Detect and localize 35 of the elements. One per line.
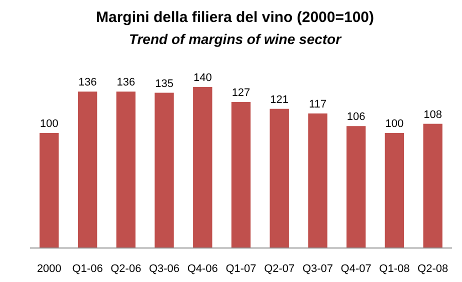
x-tick-label: Q3-06 — [148, 263, 180, 275]
data-label: 140 — [193, 72, 212, 84]
bar — [40, 133, 59, 248]
data-label: 127 — [232, 86, 250, 99]
bar — [423, 124, 442, 248]
chart-subtitle: Trend of margins of wine sector — [128, 31, 343, 47]
x-tick-label: Q1-06 — [72, 263, 103, 275]
chart-title: Margini della filiera del vino (2000=100) — [96, 9, 374, 26]
data-label: 136 — [116, 76, 136, 89]
data-label: 108 — [424, 108, 442, 121]
data-label: 136 — [78, 76, 97, 89]
bar — [78, 92, 98, 248]
data-label: 135 — [155, 78, 174, 90]
bar — [231, 102, 251, 248]
data-label: 121 — [270, 94, 289, 106]
x-tick-label: Q2-08 — [418, 263, 448, 275]
data-label: 100 — [385, 118, 404, 130]
data-label: 106 — [346, 111, 366, 124]
bar — [384, 133, 404, 248]
bar — [116, 92, 136, 248]
bar — [154, 92, 174, 248]
x-tick-label: Q3-07 — [302, 263, 334, 275]
x-tick-label: 2000 — [36, 263, 62, 275]
x-tick-label: Q2-07 — [264, 263, 295, 275]
x-tick-label: Q4-07 — [340, 263, 372, 275]
bar — [270, 108, 289, 248]
bar — [308, 113, 328, 248]
bar — [193, 87, 212, 248]
data-label: 100 — [40, 118, 58, 130]
bar — [346, 126, 366, 248]
data-label: 117 — [308, 98, 326, 110]
x-tick-label: Q4-06 — [187, 263, 218, 275]
x-tick-label: Q2-06 — [110, 263, 142, 275]
x-tick-label: Q1-07 — [226, 263, 256, 275]
x-tick-label: Q1-08 — [379, 263, 410, 275]
